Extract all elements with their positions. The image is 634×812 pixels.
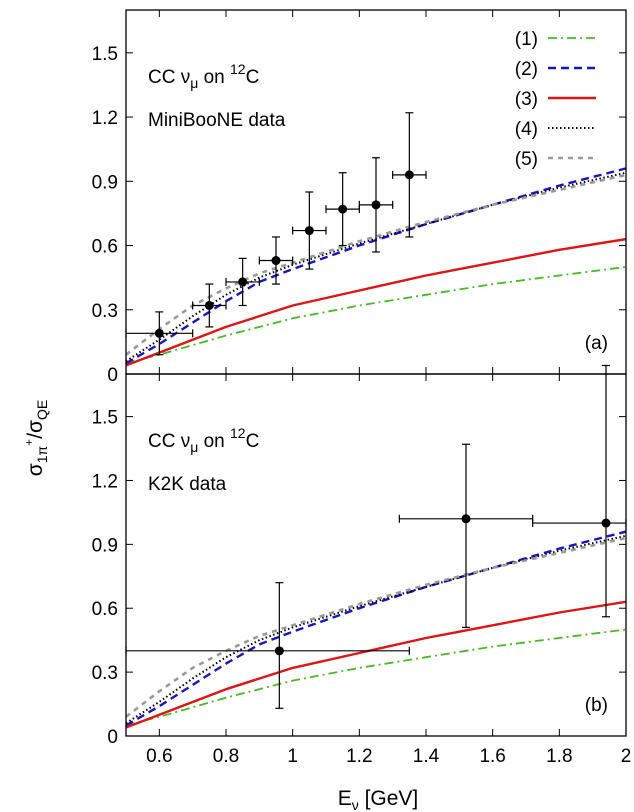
- x-tick-label: 1: [287, 746, 298, 767]
- legend: (1) (2) (3) (4) (5): [515, 29, 596, 170]
- data-point: [532, 364, 627, 618]
- y-tick-label: 0.3: [92, 301, 118, 322]
- y-tick-label: 0.3: [92, 663, 118, 684]
- series-1: [126, 266, 626, 365]
- data-label: K2K data: [148, 474, 227, 495]
- x-tick-label: 2: [621, 746, 632, 767]
- y-tick-label: 1.2: [92, 471, 118, 492]
- data-marker: [338, 204, 348, 214]
- panel-tag: (a): [585, 333, 608, 354]
- legend-label: (3): [515, 89, 538, 110]
- series-2: [126, 530, 626, 727]
- panel-tag: (b): [585, 695, 608, 716]
- data-marker: [304, 226, 314, 236]
- panel-a: 0 0.3 0.6 0.9 1.2 1.5 CC νμ on 12C MiniBooNE da…: [92, 9, 627, 386]
- x-tick-label: 1.4: [413, 746, 440, 767]
- data-point: [125, 311, 194, 356]
- data-point: [325, 172, 360, 247]
- legend-label: (4): [515, 119, 538, 140]
- svg-text:σ1π+/σQE: σ1π+/σQE: [22, 400, 50, 476]
- y-tick-label: 0.9: [92, 172, 118, 193]
- data-marker: [271, 256, 281, 266]
- data-points: [125, 364, 627, 709]
- y-tick-label: 1.2: [92, 108, 118, 129]
- plot-frame: [125, 373, 627, 737]
- data-marker: [154, 328, 164, 338]
- series-4: [126, 534, 626, 725]
- data-marker: [404, 170, 414, 180]
- panel-b: 0.6 0.8 1 1.2 1.4 1.6 1.8 2 0 0.3 0.6 0.9 1.2 1.5 CC ν…: [92, 364, 632, 767]
- legend-label: (2): [515, 59, 538, 80]
- series-3: [126, 600, 626, 729]
- y-tick-label: 0.9: [92, 535, 118, 556]
- data-point: [358, 157, 394, 253]
- data-label: MiniBooNE data: [148, 110, 286, 131]
- data-point: [192, 283, 227, 328]
- y-tick-label: 1.5: [92, 408, 118, 429]
- y-tick-label: 1.5: [92, 44, 118, 65]
- series-3: [126, 237, 626, 367]
- data-point: [392, 112, 427, 238]
- data-marker: [461, 514, 471, 524]
- y-tick-label: 0.6: [92, 237, 118, 258]
- x-tick-label: 1.6: [479, 746, 505, 767]
- data-points: [125, 112, 427, 356]
- y-tick-label: 0: [107, 365, 118, 386]
- data-point: [258, 236, 294, 285]
- curves: [126, 530, 626, 729]
- panel-annotation: CC νμ on 12C: [148, 425, 259, 455]
- data-marker: [238, 277, 248, 287]
- x-tick-label: 1.8: [546, 746, 572, 767]
- data-point: [398, 443, 534, 629]
- data-point: [125, 582, 410, 709]
- y-axis-label: σ1π+/σQE: [22, 400, 50, 476]
- legend-label: (1): [515, 29, 538, 50]
- data-point: [225, 257, 260, 307]
- series-1: [126, 628, 626, 727]
- x-axis-label: Eν [GeV]: [338, 787, 419, 812]
- svg-text:Eν [GeV]: Eν [GeV]: [338, 787, 419, 812]
- data-marker: [274, 646, 284, 656]
- series-5: [126, 536, 626, 718]
- x-tick-label: 0.8: [213, 746, 239, 767]
- data-point: [292, 191, 327, 270]
- data-marker: [601, 518, 611, 528]
- y-tick-label: 0: [107, 727, 118, 748]
- data-marker: [371, 200, 381, 210]
- data-marker: [204, 300, 214, 310]
- x-tick-label: 0.6: [146, 746, 172, 767]
- legend-label: (5): [515, 149, 538, 170]
- x-tick-label: 1.2: [346, 746, 372, 767]
- y-tick-label: 0.6: [92, 599, 118, 620]
- panel-annotation: CC νμ on 12C: [148, 61, 259, 91]
